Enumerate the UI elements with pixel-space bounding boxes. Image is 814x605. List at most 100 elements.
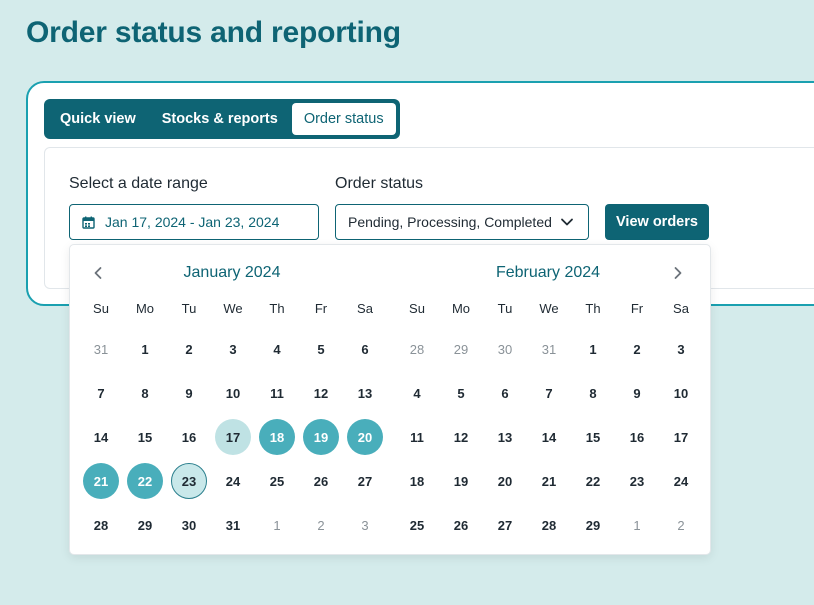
calendar-day[interactable]: 15 xyxy=(123,415,167,459)
calendar-day-number: 5 xyxy=(457,385,465,401)
tab-quick-view[interactable]: Quick view xyxy=(60,111,136,127)
calendar-day[interactable]: 14 xyxy=(79,415,123,459)
calendar-day[interactable]: 5 xyxy=(299,327,343,371)
calendar-day[interactable]: 1 xyxy=(571,327,615,371)
calendar-day[interactable]: 17 xyxy=(211,415,255,459)
calendar-day[interactable]: 23 xyxy=(167,459,211,503)
month-title-january: January 2024 xyxy=(183,264,281,281)
calendar-day[interactable]: 9 xyxy=(167,371,211,415)
weekday-label: Su xyxy=(93,301,109,316)
calendar-day[interactable]: 1 xyxy=(123,327,167,371)
calendar-day[interactable]: 17 xyxy=(659,415,703,459)
calendar-day-number: 3 xyxy=(229,341,237,357)
calendar-day-number: 7 xyxy=(97,385,105,401)
calendar-day[interactable]: 21 xyxy=(79,459,123,503)
calendar-day[interactable]: 2 xyxy=(167,327,211,371)
calendar-day[interactable]: 26 xyxy=(299,459,343,503)
chevron-right-icon[interactable] xyxy=(668,263,688,283)
calendar-day[interactable]: 1 xyxy=(255,503,299,547)
calendar-day-number: 8 xyxy=(141,385,149,401)
calendar-day[interactable]: 11 xyxy=(395,415,439,459)
calendar-day[interactable]: 4 xyxy=(395,371,439,415)
calendar-day[interactable]: 13 xyxy=(483,415,527,459)
calendar-day[interactable]: 21 xyxy=(527,459,571,503)
calendar-day[interactable]: 6 xyxy=(483,371,527,415)
calendar-day[interactable]: 2 xyxy=(659,503,703,547)
calendar-day[interactable]: 3 xyxy=(211,327,255,371)
calendar-day[interactable]: 25 xyxy=(395,503,439,547)
calendar-day[interactable]: 3 xyxy=(659,327,703,371)
calendar-day[interactable]: 11 xyxy=(255,371,299,415)
calendar-day[interactable]: 7 xyxy=(79,371,123,415)
calendar-day[interactable]: 30 xyxy=(167,503,211,547)
calendar-day[interactable]: 27 xyxy=(483,503,527,547)
calendar-day[interactable]: 29 xyxy=(571,503,615,547)
calendar-day[interactable]: 24 xyxy=(211,459,255,503)
calendar-day[interactable]: 27 xyxy=(343,459,387,503)
calendar-day[interactable]: 2 xyxy=(299,503,343,547)
calendar-day[interactable]: 9 xyxy=(615,371,659,415)
calendar-day[interactable]: 10 xyxy=(211,371,255,415)
calendar-day[interactable]: 18 xyxy=(395,459,439,503)
calendar-day[interactable]: 23 xyxy=(615,459,659,503)
calendar-day[interactable]: 26 xyxy=(439,503,483,547)
order-status-value: Pending, Processing, Completed xyxy=(348,214,552,230)
calendar-day-number: 30 xyxy=(497,341,513,357)
calendar-day[interactable]: 19 xyxy=(299,415,343,459)
calendar-day[interactable]: 12 xyxy=(299,371,343,415)
calendar-day[interactable]: 29 xyxy=(123,503,167,547)
calendar-day[interactable]: 14 xyxy=(527,415,571,459)
calendar-day[interactable]: 12 xyxy=(439,415,483,459)
calendar-day[interactable]: 7 xyxy=(527,371,571,415)
calendar-day[interactable]: 8 xyxy=(123,371,167,415)
order-status-select[interactable]: Pending, Processing, Completed xyxy=(335,204,589,240)
calendar-day-number: 11 xyxy=(410,429,424,445)
calendar-day[interactable]: 8 xyxy=(571,371,615,415)
calendar-day[interactable]: 2 xyxy=(615,327,659,371)
calendar-day[interactable]: 20 xyxy=(483,459,527,503)
calendar-day[interactable]: 4 xyxy=(255,327,299,371)
calendar-day[interactable]: 5 xyxy=(439,371,483,415)
calendar-day-number: 21 xyxy=(541,473,557,489)
calendar-day-number: 9 xyxy=(185,385,193,401)
date-range-input[interactable]: Jan 17, 2024 - Jan 23, 2024 xyxy=(69,204,319,240)
calendar-day-number: 17 xyxy=(215,419,251,455)
calendar-day-number: 1 xyxy=(141,341,149,357)
calendar-day[interactable]: 1 xyxy=(615,503,659,547)
tab-stocks-reports[interactable]: Stocks & reports xyxy=(161,111,278,127)
calendar-day[interactable]: 13 xyxy=(343,371,387,415)
calendar-day[interactable]: 22 xyxy=(123,459,167,503)
calendar-day[interactable]: 16 xyxy=(167,415,211,459)
calendar-day[interactable]: 31 xyxy=(527,327,571,371)
calendar-day[interactable]: 22 xyxy=(571,459,615,503)
calendar-day-number: 6 xyxy=(361,341,369,357)
calendar-day[interactable]: 3 xyxy=(343,503,387,547)
calendar-day[interactable]: 19 xyxy=(439,459,483,503)
calendar-day[interactable]: 28 xyxy=(395,327,439,371)
order-status-label: Order status xyxy=(335,175,424,192)
calendar-day[interactable]: 31 xyxy=(79,327,123,371)
calendar-day-number: 31 xyxy=(541,341,557,357)
calendar-day[interactable]: 28 xyxy=(527,503,571,547)
weekday-label: Tu xyxy=(497,301,513,316)
calendar-day-number: 9 xyxy=(633,385,641,401)
calendar-day[interactable]: 15 xyxy=(571,415,615,459)
calendar-day[interactable]: 18 xyxy=(255,415,299,459)
calendar-day[interactable]: 20 xyxy=(343,415,387,459)
calendar-day[interactable]: 25 xyxy=(255,459,299,503)
calendar-day-number: 31 xyxy=(93,341,109,357)
calendar-day[interactable]: 24 xyxy=(659,459,703,503)
calendar-day[interactable]: 10 xyxy=(659,371,703,415)
calendar-icon xyxy=(82,216,95,229)
calendar-day[interactable]: 16 xyxy=(615,415,659,459)
calendar-day[interactable]: 30 xyxy=(483,327,527,371)
calendar-day[interactable]: 28 xyxy=(79,503,123,547)
calendar-day[interactable]: 31 xyxy=(211,503,255,547)
chevron-left-icon[interactable] xyxy=(88,263,108,283)
tab-order-status[interactable]: Order status xyxy=(291,103,396,135)
calendar-day-number: 28 xyxy=(409,341,425,357)
calendar-day-number: 2 xyxy=(185,341,193,357)
calendar-day[interactable]: 6 xyxy=(343,327,387,371)
view-orders-button[interactable]: View orders xyxy=(605,204,709,240)
calendar-day[interactable]: 29 xyxy=(439,327,483,371)
